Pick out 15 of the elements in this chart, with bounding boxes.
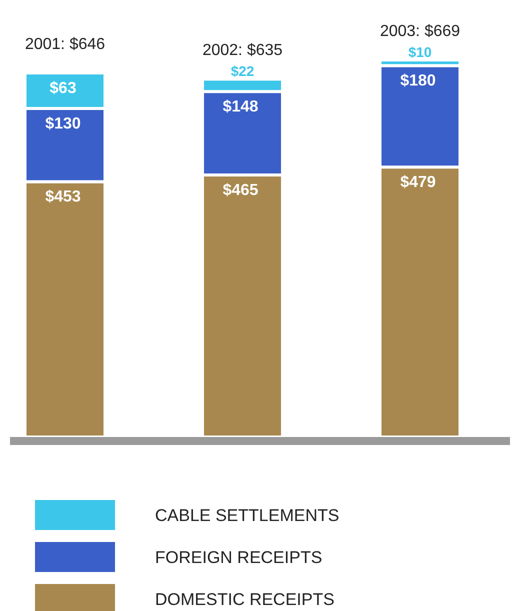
total-label: 2002: $635 <box>202 42 283 60</box>
legend-label: FOREIGN RECEIPTS <box>155 548 322 567</box>
legend-label: CABLE SETTLEMENTS <box>155 506 340 525</box>
data-label: $148 <box>222 98 258 116</box>
data-label: $479 <box>400 174 436 192</box>
total-label: 2001: $646 <box>24 36 106 53</box>
data-label: $63 <box>50 80 76 97</box>
data-label: $22 <box>230 63 254 80</box>
data-label: $130 <box>45 115 81 132</box>
total-label: 2003: $669 <box>380 23 460 40</box>
data-label: $10 <box>408 44 432 60</box>
data-label: $180 <box>400 72 436 90</box>
data-label: $453 <box>45 188 81 206</box>
legend-label: DOMESTIC RECEIPTS <box>155 590 334 609</box>
data-label: $465 <box>222 182 258 199</box>
